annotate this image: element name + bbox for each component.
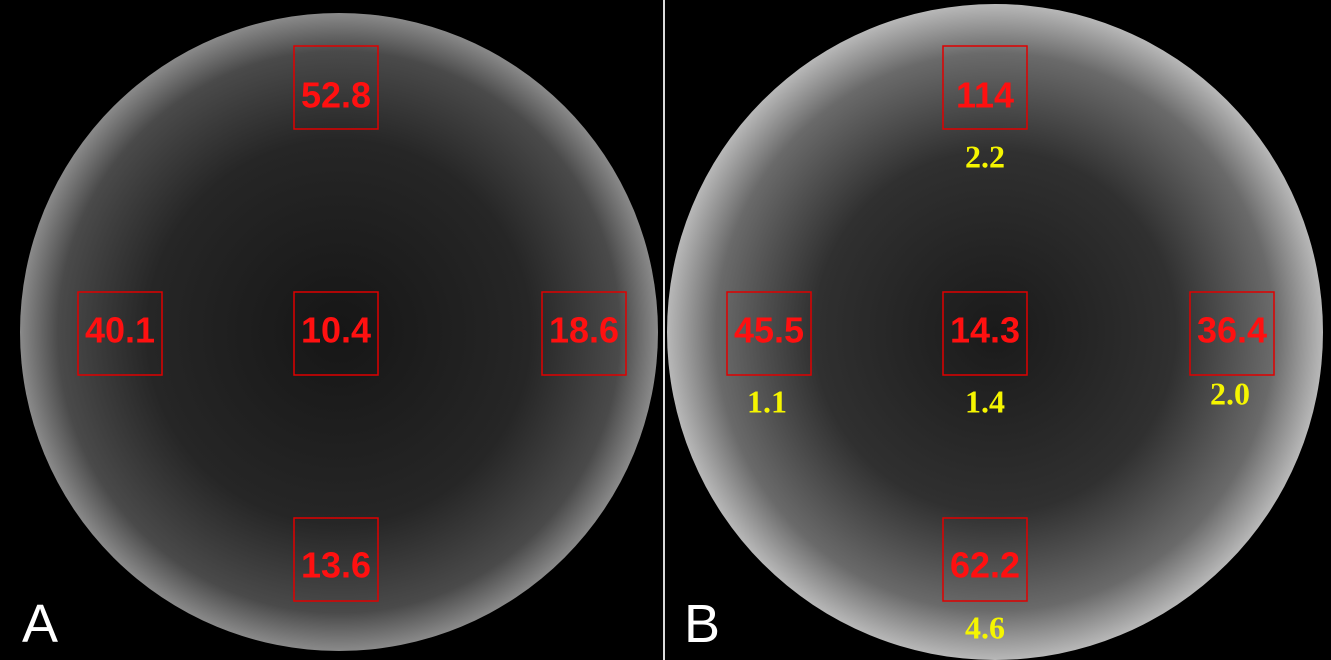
roi-value: 13.6 [301, 545, 371, 586]
panel-label: B [684, 594, 720, 654]
roi-value: 10.4 [301, 310, 371, 351]
roi-value: 40.1 [85, 310, 155, 351]
panel-a: 52.8 40.1 10.4 18.6 13.6 A [20, 13, 658, 654]
roi-value: 45.5 [734, 310, 804, 351]
roi-ratio: 2.0 [1210, 375, 1250, 411]
panel-b: 114 2.2 45.5 1.1 14.3 1.4 36.4 2.0 62.2 … [667, 4, 1323, 660]
roi-value: 36.4 [1197, 310, 1267, 351]
roi-value: 52.8 [301, 75, 371, 116]
roi-value: 62.2 [950, 545, 1020, 586]
roi-value: 14.3 [950, 310, 1020, 351]
roi-value: 18.6 [549, 310, 619, 351]
roi-ratio: 1.1 [747, 383, 787, 419]
roi-ratio: 1.4 [965, 383, 1005, 419]
roi-value: 114 [956, 75, 1014, 116]
panel-label: A [22, 594, 58, 654]
figure: 52.8 40.1 10.4 18.6 13.6 A 114 2.2 45.5 … [0, 0, 1331, 660]
roi-ratio: 4.6 [965, 609, 1005, 645]
roi-ratio: 2.2 [965, 138, 1005, 174]
